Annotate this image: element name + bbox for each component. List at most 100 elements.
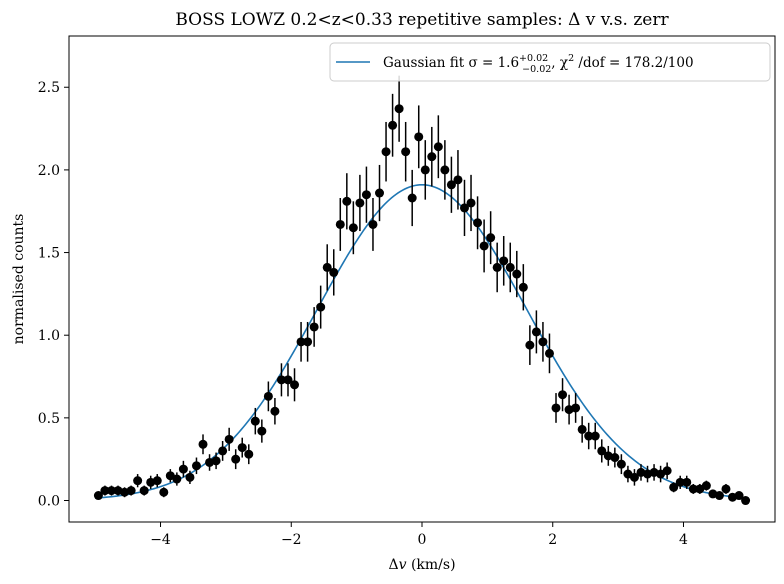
data-point <box>473 218 483 228</box>
data-point <box>394 104 404 114</box>
data-point <box>505 262 515 272</box>
data-point <box>263 391 273 401</box>
data-point <box>407 193 417 203</box>
data-point <box>126 486 136 496</box>
y-tick-label: 0.0 <box>38 494 60 510</box>
x-tick-label: 2 <box>548 532 557 548</box>
data-point <box>237 443 247 453</box>
legend-label-gaussian-fit: Gaussian fit σ = 1.6+0.02 −0.02, χ2 /dof … <box>383 53 694 75</box>
data-point <box>381 147 391 157</box>
plot-area: −4 −2 0 2 4 0.0 0.5 1.0 1.5 2.0 2.5 <box>38 35 776 548</box>
data-point <box>597 446 607 456</box>
chart-title: BOSS LOWZ 0.2<z<0.33 repetitive samples:… <box>175 10 669 30</box>
data-point <box>701 481 711 491</box>
data-point <box>224 434 234 444</box>
data-point <box>558 390 568 400</box>
data-point <box>342 196 352 206</box>
y-tick-label: 2.0 <box>38 163 60 179</box>
data-point <box>159 487 169 497</box>
data-point <box>218 446 228 456</box>
data-point <box>133 476 143 486</box>
legend-box <box>329 42 771 82</box>
data-point <box>368 219 378 229</box>
data-point <box>453 175 463 185</box>
data-point <box>675 477 685 487</box>
data-point <box>375 188 385 198</box>
data-point <box>571 403 581 413</box>
data-point <box>178 464 188 474</box>
data-point <box>446 180 456 190</box>
data-point <box>388 120 398 130</box>
data-point <box>172 474 182 484</box>
data-point <box>682 477 692 487</box>
data-point <box>316 302 326 312</box>
data-point <box>525 340 535 350</box>
data-point <box>544 348 554 358</box>
data-point <box>361 190 371 200</box>
data-point <box>590 431 600 441</box>
data-point <box>211 456 221 466</box>
y-tick-label: 0.5 <box>38 411 60 427</box>
data-point <box>93 491 103 501</box>
data-point <box>335 219 345 229</box>
data-point <box>414 132 424 142</box>
data-point <box>270 406 280 416</box>
data-point <box>551 403 561 413</box>
data-point <box>492 262 502 272</box>
x-tick-label: −4 <box>150 532 171 548</box>
data-point <box>348 223 358 233</box>
y-tick-label: 1.5 <box>38 246 60 262</box>
data-point <box>734 491 744 501</box>
data-point <box>152 476 162 486</box>
data-point <box>466 198 476 208</box>
y-tick-label: 1.0 <box>38 328 60 344</box>
data-point <box>106 486 116 496</box>
data-point <box>662 466 672 476</box>
data-point <box>290 380 300 390</box>
data-point <box>322 262 332 272</box>
data-point <box>440 165 450 175</box>
data-point <box>139 486 149 496</box>
data-point <box>427 152 437 162</box>
data-point <box>276 375 286 385</box>
data-point <box>459 203 469 213</box>
data-point <box>669 482 679 492</box>
data-point <box>355 198 365 208</box>
data-point <box>741 496 751 506</box>
data-point <box>296 337 306 347</box>
x-tick-label: 4 <box>679 532 688 548</box>
y-axis-label: normalised counts <box>11 214 27 345</box>
x-tick-label: 0 <box>418 532 427 548</box>
data-point <box>486 233 496 243</box>
data-point <box>531 327 541 337</box>
data-point <box>577 424 587 434</box>
data-point <box>329 267 339 277</box>
data-point <box>231 454 241 464</box>
plot-frame <box>68 35 776 523</box>
data-point <box>100 486 110 496</box>
data-point <box>303 337 313 347</box>
data-point <box>688 484 698 494</box>
y-tick-label: 2.5 <box>38 80 60 96</box>
data-point <box>283 375 293 385</box>
data-point <box>401 147 411 157</box>
data-point <box>420 165 430 175</box>
data-point <box>191 461 201 471</box>
x-tick-label: −2 <box>281 532 302 548</box>
data-point <box>479 241 489 251</box>
data-point <box>721 484 731 494</box>
x-axis-label: Δv (km/s) <box>388 557 455 573</box>
data-point <box>512 269 522 279</box>
y-axis: 0.0 0.5 1.0 1.5 2.0 2.5 <box>38 80 69 510</box>
data-point <box>714 491 724 501</box>
data-point <box>610 453 620 463</box>
data-point <box>250 416 260 426</box>
data-point <box>499 256 509 266</box>
data-point <box>538 337 548 347</box>
data-point <box>433 142 443 152</box>
data-point <box>616 459 626 469</box>
gaussian-fit-line <box>95 183 749 499</box>
data-point <box>518 282 528 292</box>
legend: Gaussian fit σ = 1.6+0.02 −0.02, χ2 /dof … <box>329 42 771 82</box>
